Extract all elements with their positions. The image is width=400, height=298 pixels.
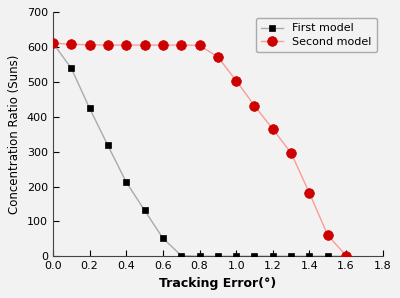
Line: First model: First model <box>50 40 350 260</box>
First model <box>270 254 275 258</box>
First model <box>106 144 110 147</box>
First model <box>142 209 147 212</box>
First model <box>234 254 238 258</box>
Second model <box>197 44 202 47</box>
Second model <box>234 79 238 83</box>
Second model <box>344 254 348 257</box>
Second model <box>326 234 330 237</box>
First model <box>344 254 348 258</box>
First model <box>124 180 128 184</box>
Second model <box>50 41 55 45</box>
Second model <box>307 191 312 195</box>
Second model <box>252 104 257 108</box>
Y-axis label: Concentration Ratio (Suns): Concentration Ratio (Suns) <box>8 55 21 214</box>
First model <box>326 254 330 258</box>
Second model <box>289 151 294 155</box>
Second model <box>69 43 74 46</box>
Second model <box>270 127 275 131</box>
First model <box>252 254 257 258</box>
First model <box>69 66 74 70</box>
First model <box>289 254 294 258</box>
Legend: First model, Second model: First model, Second model <box>256 18 377 52</box>
First model <box>50 41 55 45</box>
Second model <box>179 43 184 47</box>
Second model <box>87 43 92 46</box>
Second model <box>160 43 165 47</box>
First model <box>216 254 220 258</box>
Second model <box>106 43 110 47</box>
Second model <box>142 43 147 47</box>
First model <box>87 106 92 110</box>
First model <box>160 236 165 240</box>
First model <box>197 254 202 258</box>
First model <box>307 254 312 258</box>
First model <box>179 254 184 257</box>
Line: Second model: Second model <box>48 38 351 260</box>
Second model <box>124 43 128 47</box>
Second model <box>216 55 220 59</box>
X-axis label: Tracking Error(°): Tracking Error(°) <box>159 277 276 290</box>
